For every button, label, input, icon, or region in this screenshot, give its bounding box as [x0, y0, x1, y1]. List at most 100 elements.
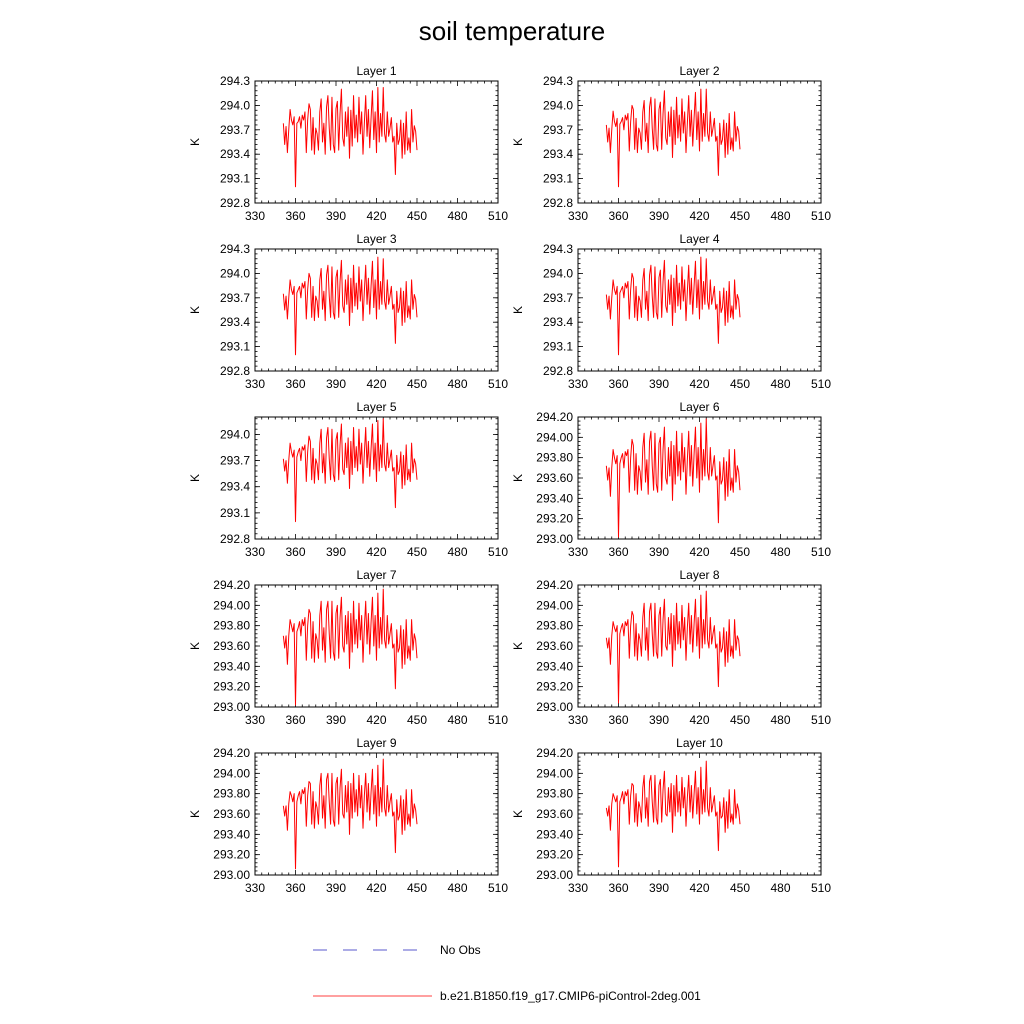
chart-panel-layer-5: Layer 5 K 330 360 390 420 450 480 510 294.0 293.7 2… — [188, 400, 508, 559]
x-tick-label-layer-4: 330 — [568, 377, 588, 391]
x-tick-label-layer-7: 330 — [245, 713, 265, 727]
y-tick-label-layer-10: 294.00 — [536, 766, 573, 780]
y-tick-label-layer-4: 292.8 — [543, 364, 573, 378]
x-tick-label-layer-4: 480 — [770, 377, 790, 391]
panel-title-layer-7: Layer 7 — [356, 568, 396, 582]
x-tick-label-layer-3: 390 — [326, 377, 346, 391]
y-tick-label-layer-5: 293.4 — [220, 480, 250, 494]
x-tick-label-layer-7: 450 — [407, 713, 427, 727]
y-axis-label-layer-5: K — [188, 474, 202, 482]
x-tick-label-layer-5: 330 — [245, 545, 265, 559]
x-tick-label-layer-5: 420 — [366, 545, 386, 559]
y-tick-label-layer-8: 293.20 — [536, 680, 573, 694]
x-tick-label-layer-3: 510 — [488, 377, 508, 391]
chart-panel-layer-7: Layer 7 K 330 360 390 420 450 480 510 294.20 294.0… — [188, 568, 508, 727]
x-tick-label-layer-3: 330 — [245, 377, 265, 391]
y-axis-label-layer-4: K — [511, 306, 525, 314]
y-tick-label-layer-2: 293.7 — [543, 123, 573, 137]
x-tick-label-layer-1: 360 — [285, 209, 305, 223]
chart-panel-layer-3: Layer 3 K 330 360 390 420 450 480 510 294.3 294.0 2… — [188, 232, 508, 391]
x-tick-label-layer-2: 450 — [730, 209, 750, 223]
y-tick-label-layer-4: 293.1 — [543, 340, 573, 354]
x-tick-label-layer-10: 480 — [770, 881, 790, 895]
x-tick-label-layer-5: 480 — [447, 545, 467, 559]
y-axis-label-layer-3: K — [188, 306, 202, 314]
series-line-layer-2 — [605, 88, 741, 188]
y-tick-label-layer-10: 293.40 — [536, 827, 573, 841]
panel-title-layer-1: Layer 1 — [356, 64, 396, 78]
y-tick-label-layer-2: 293.1 — [543, 172, 573, 186]
y-axis-label-layer-6: K — [511, 474, 525, 482]
y-tick-label-layer-3: 293.7 — [220, 291, 250, 305]
y-tick-label-layer-4: 293.4 — [543, 315, 573, 329]
y-axis-label-layer-1: K — [188, 138, 202, 146]
panel-title-layer-2: Layer 2 — [679, 64, 719, 78]
y-tick-label-layer-8: 293.40 — [536, 659, 573, 673]
x-tick-label-layer-9: 330 — [245, 881, 265, 895]
x-tick-label-layer-1: 390 — [326, 209, 346, 223]
x-tick-label-layer-7: 510 — [488, 713, 508, 727]
y-axis-label-layer-10: K — [511, 810, 525, 818]
y-tick-label-layer-4: 294.0 — [543, 266, 573, 280]
y-tick-label-layer-7: 293.40 — [213, 659, 250, 673]
y-tick-label-layer-5: 294.0 — [220, 427, 250, 441]
y-tick-label-layer-8: 294.20 — [536, 578, 573, 592]
y-tick-label-layer-2: 294.0 — [543, 98, 573, 112]
y-tick-label-layer-8: 293.00 — [536, 700, 573, 714]
y-tick-label-layer-6: 293.80 — [536, 451, 573, 465]
y-axis-label-layer-9: K — [188, 810, 202, 818]
y-tick-label-layer-3: 293.1 — [220, 340, 250, 354]
y-tick-label-layer-3: 294.0 — [220, 266, 250, 280]
y-axis-label-layer-7: K — [188, 642, 202, 650]
x-tick-label-layer-5: 390 — [326, 545, 346, 559]
x-tick-label-layer-9: 450 — [407, 881, 427, 895]
x-tick-label-layer-3: 450 — [407, 377, 427, 391]
x-tick-label-layer-6: 510 — [811, 545, 831, 559]
x-tick-label-layer-5: 450 — [407, 545, 427, 559]
y-tick-label-layer-5: 293.7 — [220, 454, 250, 468]
x-tick-label-layer-9: 480 — [447, 881, 467, 895]
panel-title-layer-5: Layer 5 — [356, 400, 396, 414]
x-tick-label-layer-9: 420 — [366, 881, 386, 895]
y-tick-label-layer-7: 293.80 — [213, 619, 250, 633]
x-tick-label-layer-9: 360 — [285, 881, 305, 895]
y-tick-label-layer-6: 293.40 — [536, 491, 573, 505]
panel-title-layer-10: Layer 10 — [676, 736, 723, 750]
y-tick-label-layer-8: 293.60 — [536, 639, 573, 653]
y-tick-label-layer-6: 293.60 — [536, 471, 573, 485]
x-tick-label-layer-3: 360 — [285, 377, 305, 391]
y-tick-label-layer-7: 294.00 — [213, 598, 250, 612]
x-tick-label-layer-8: 510 — [811, 713, 831, 727]
y-tick-label-layer-10: 293.80 — [536, 787, 573, 801]
y-tick-label-layer-9: 294.20 — [213, 746, 250, 760]
y-tick-label-layer-3: 293.4 — [220, 315, 250, 329]
y-tick-label-layer-10: 293.00 — [536, 868, 573, 882]
series-line-layer-1 — [282, 87, 418, 188]
x-tick-label-layer-10: 510 — [811, 881, 831, 895]
x-tick-label-layer-9: 390 — [326, 881, 346, 895]
x-tick-label-layer-1: 420 — [366, 209, 386, 223]
x-tick-label-layer-2: 480 — [770, 209, 790, 223]
y-tick-label-layer-6: 294.00 — [536, 430, 573, 444]
x-tick-label-layer-7: 420 — [366, 713, 386, 727]
x-tick-label-layer-7: 480 — [447, 713, 467, 727]
x-tick-label-layer-4: 360 — [608, 377, 628, 391]
panel-title-layer-6: Layer 6 — [679, 400, 719, 414]
x-tick-label-layer-10: 390 — [649, 881, 669, 895]
chart-panel-layer-1: Layer 1 K 330 360 390 420 450 480 510 294.3 294.0 2… — [188, 64, 508, 223]
y-tick-label-layer-10: 294.20 — [536, 746, 573, 760]
y-tick-label-layer-5: 292.8 — [220, 532, 250, 546]
x-tick-label-layer-8: 420 — [689, 713, 709, 727]
x-tick-label-layer-6: 360 — [608, 545, 628, 559]
y-tick-label-layer-4: 293.7 — [543, 291, 573, 305]
x-tick-label-layer-2: 390 — [649, 209, 669, 223]
legend-label-model: b.e21.B1850.f19_g17.CMIP6-piControl-2deg… — [440, 989, 701, 1003]
y-tick-label-layer-1: 294.3 — [220, 74, 250, 88]
y-tick-label-layer-9: 293.60 — [213, 807, 250, 821]
chart-panel-layer-6: Layer 6 K 330 360 390 420 450 480 510 294.20 294.0… — [511, 400, 831, 559]
chart-panel-layer-4: Layer 4 K 330 360 390 420 450 480 510 294.3 294.0 2… — [511, 232, 831, 391]
x-tick-label-layer-3: 480 — [447, 377, 467, 391]
y-tick-label-layer-2: 292.8 — [543, 196, 573, 210]
x-tick-label-layer-8: 330 — [568, 713, 588, 727]
x-tick-label-layer-2: 510 — [811, 209, 831, 223]
